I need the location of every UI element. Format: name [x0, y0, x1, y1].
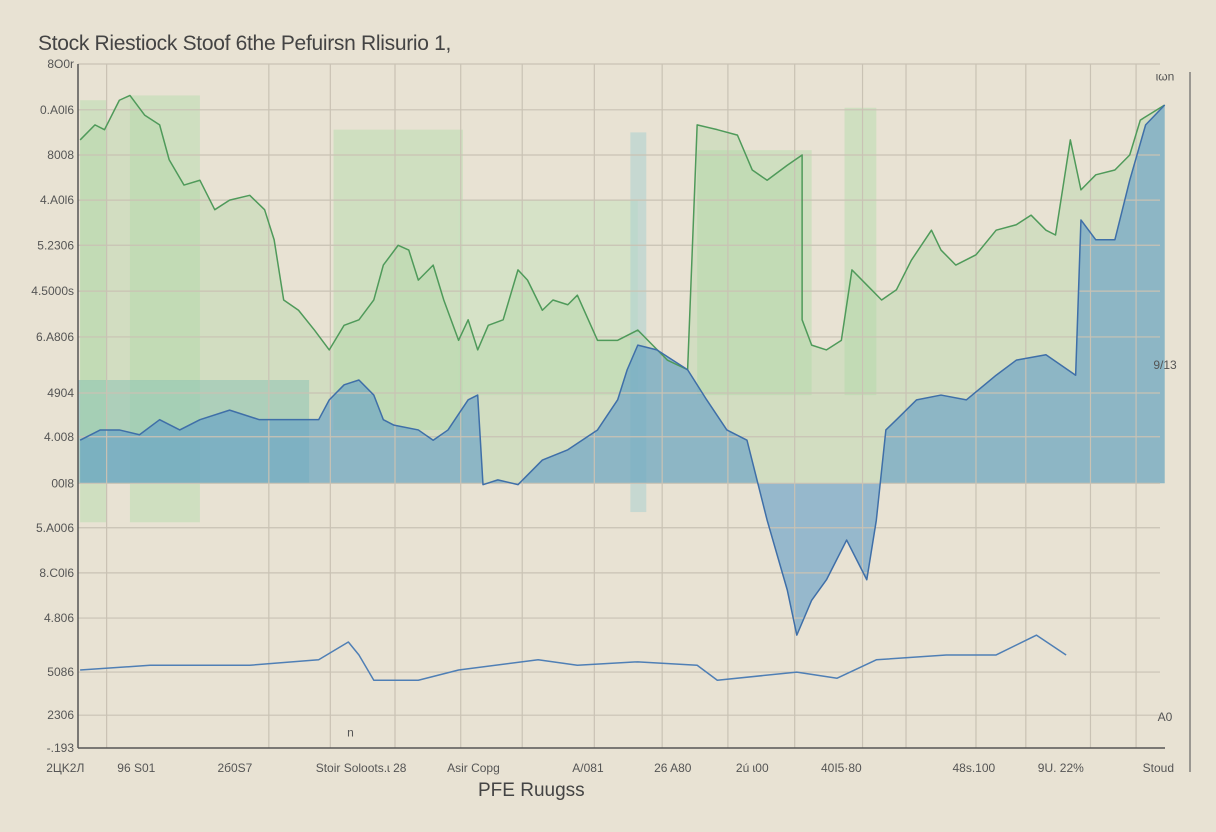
x-tick-label: A/081 — [572, 761, 604, 775]
x-tick-label: Asir Copg — [447, 761, 500, 775]
y-tick-label: 4.A0l6 — [40, 193, 74, 207]
y-tick-label: 0.A0l6 — [40, 103, 74, 117]
y-tick-label: 5086 — [47, 665, 74, 679]
shaded-band — [333, 129, 463, 430]
right-axis-label: A0 — [1158, 710, 1173, 724]
y-tick-label: 4904 — [47, 386, 74, 400]
chart-title: Stock Riestiock Stoof 6the Pefuirsn Rlis… — [38, 32, 452, 55]
y-tick-label: 8008 — [47, 148, 74, 162]
x-tick-label: 96 S01 — [117, 761, 155, 775]
x-tick-label: 26 A80 — [654, 761, 692, 775]
y-tick-label: 5.2306 — [37, 238, 74, 252]
x-tick-label: Stoir Soloots.ɩ 28 — [316, 761, 407, 775]
x-tick-label: Stoud — [1143, 761, 1174, 775]
series-line-blue — [79, 104, 1166, 636]
y-tick-label: 8O0r — [47, 57, 74, 71]
x-axis-label: PFE Ruugss — [478, 780, 585, 801]
x-tick-label: 40I5·80 — [821, 761, 862, 775]
shaded-band — [458, 200, 638, 396]
shaded-band — [844, 107, 877, 396]
y-tick-label: 5.A006 — [36, 521, 74, 535]
y-tick-label: 4.008 — [44, 430, 74, 444]
x-tick-label: 2ú ɩ00 — [736, 761, 769, 775]
annotation-label: n — [347, 725, 354, 739]
right-axis-label: ιωn — [1156, 69, 1175, 83]
y-tick-label: 00l8 — [51, 476, 74, 490]
y-tick-label: 6.A806 — [36, 330, 74, 344]
series-line-lower — [80, 634, 1067, 682]
y-tick-label: 8.C0l6 — [39, 566, 74, 580]
shaded-band — [697, 150, 812, 396]
x-tick-label: 9U. 22% — [1038, 761, 1084, 775]
y-tick-label: 4.806 — [44, 611, 74, 625]
series-line-green — [79, 94, 1166, 371]
right-axis-label: 9/13 — [1153, 358, 1177, 372]
x-tick-label: 2б0S7 — [217, 761, 252, 775]
y-tick-label: 2306 — [47, 708, 74, 722]
y-tick-label: -.193 — [47, 741, 75, 755]
y-tick-label: 4.5000s — [31, 284, 74, 298]
x-tick-label: 2ЦK2Л — [46, 761, 84, 775]
x-tick-label: 48s.100 — [953, 761, 996, 775]
